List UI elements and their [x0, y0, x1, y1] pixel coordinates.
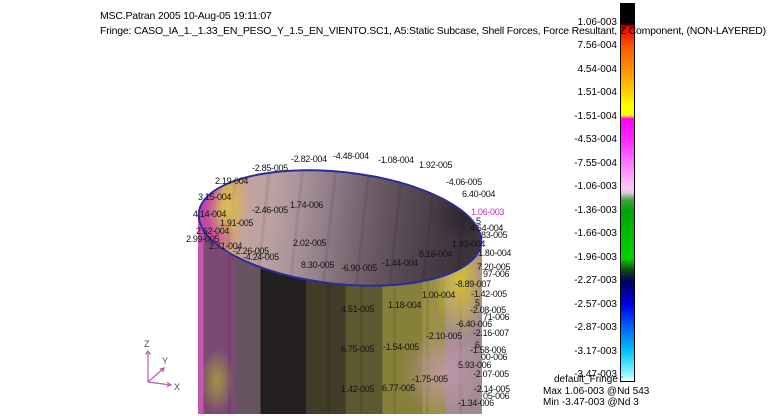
colorbar-label: -2.87-003 [574, 322, 617, 334]
node-value-label: -1.44-004 [382, 258, 418, 268]
colorbar-label: -3.47-003 [574, 369, 617, 381]
fringe-min-label: Min -3.47-003 @Nd 3 [543, 397, 639, 408]
node-value-label: -2.16-007 [473, 328, 509, 338]
node-value-label: -2.14-005 [474, 384, 510, 394]
node-value-label: -2.10-005 [426, 331, 462, 341]
node-value-label: 1.18-004 [388, 300, 422, 310]
node-value-label: 7.20-005 [477, 262, 511, 272]
node-value-label: 6.75-005 [341, 344, 375, 354]
colorbar-label: -4.53-004 [574, 134, 617, 146]
node-value-label: 2.02-005 [293, 238, 327, 248]
node-value-label: 8.16-004 [419, 249, 453, 259]
node-value-label: -4.48-004 [333, 151, 369, 161]
node-value-label: -1.34-006 [458, 398, 494, 408]
colorbar-gradient [620, 3, 635, 382]
z-axis-arrowhead [145, 349, 151, 355]
node-value-label: 4.51-005 [341, 304, 375, 314]
node-value-label: -2.26-005 [233, 246, 269, 256]
node-value-label: -1.58-006 [470, 345, 506, 355]
colorbar-label: 4.54-004 [577, 63, 617, 75]
colorbar-label: -7.55-004 [574, 157, 617, 169]
colorbar-label: 7.56-004 [577, 40, 617, 52]
node-value-label: 3.15-004 [198, 192, 232, 202]
node-value-label: 1.92-005 [419, 160, 453, 170]
node-value-label: 5 [476, 216, 481, 226]
node-value-label: 83-005 [481, 230, 508, 240]
node-value-label: 2.99-005 [186, 234, 220, 244]
colorbar-label: -2.27-003 [574, 275, 617, 287]
node-value-label: -1.75-005 [412, 374, 448, 384]
fringe-description: Fringe: CASO_IA_1._1.33_EN_PESO_Y_1.5_EN… [100, 25, 766, 37]
node-value-label: 2.62-004 [196, 226, 230, 236]
node-value-label: 71-006 [483, 312, 510, 322]
node-value-label: 2.19-004 [215, 176, 249, 186]
node-value-label: 1.74-006 [290, 200, 324, 210]
node-value-label: 00-006 [481, 352, 508, 362]
node-value-label: -2.08-005 [470, 305, 506, 315]
node-value-label: 1.42-005 [341, 384, 375, 394]
node-value-label: -8.89-007 [455, 279, 491, 289]
colorbar-label: 1.51-004 [577, 87, 617, 99]
node-value-label: 5 [475, 298, 480, 308]
colorbar-label: -1.06-003 [574, 181, 617, 193]
node-value-label: 4.54-004 [470, 223, 504, 233]
node-value-label: 1.92-004 [452, 239, 486, 249]
node-value-label: 5.93-006 [458, 360, 492, 370]
node-value-label: 05-006 [483, 391, 510, 401]
node-value-label: 2.71-004 [209, 241, 243, 251]
node-value-label: 97-006 [483, 269, 510, 279]
y-axis-arrowhead [159, 367, 165, 373]
node-value-label: 4.14-004 [193, 209, 227, 219]
colorbar-label: -1.96-003 [574, 251, 617, 263]
x-axis [147, 381, 172, 386]
node-value-label: -6.40-006 [456, 319, 492, 329]
x-axis-label: X [174, 382, 180, 392]
node-value-label: 1.80-004 [478, 248, 512, 258]
node-value-label: 1.91-005 [220, 218, 254, 228]
y-axis-label: Y [162, 356, 168, 366]
colorbar-label: -2.57-003 [574, 298, 617, 310]
fringe-highlight-pink [400, 328, 483, 414]
node-value-label: -1.54-005 [383, 342, 419, 352]
node-value-label: -2.82-004 [291, 154, 327, 164]
fringe-max-label: Max 1.06-003 @Nd 543 [543, 386, 650, 397]
fringe-name-label: default_Fringe : [554, 374, 624, 385]
colorbar-label: -3.17-003 [574, 345, 617, 357]
node-value-label: 6 [475, 340, 480, 350]
colorbar-label: -1.66-003 [574, 228, 617, 240]
node-value-label: -1.08-004 [378, 155, 414, 165]
node-value-label: -2.85-005 [252, 163, 288, 173]
node-value-label: -4.24-005 [243, 252, 279, 262]
node-value-label: -4.06-005 [446, 177, 482, 187]
colorbar-label: -1.51-004 [574, 110, 617, 122]
fringe-highlight-olive [200, 348, 234, 414]
x-axis-arrowhead [166, 381, 173, 388]
colorbar-label: -1.36-003 [574, 204, 617, 216]
node-value-label: -6.90-005 [341, 263, 377, 273]
node-value-label: -2.07-005 [473, 369, 509, 379]
node-value-label: 8.30-005 [301, 260, 335, 270]
node-value-label: 6.77-005 [382, 383, 416, 393]
colorbar-label: 1.06-003 [577, 17, 617, 28]
y-axis [147, 367, 165, 383]
node-value-label: 6.40-004 [462, 189, 496, 199]
title-datestamp: MSC.Patran 2005 10-Aug-05 19:11:07 [100, 10, 272, 22]
node-value-label: -2.46-005 [252, 205, 288, 215]
axes-triad: Z Y X [144, 339, 180, 392]
z-axis-label: Z [144, 339, 150, 349]
colorbar-labels: 1.06-003 7.56-004 4.54-004 1.51-004 -1.51-00… [520, 0, 617, 390]
max-value-label: 1.06-003 [471, 207, 505, 217]
node-value-label: -1.42-005 [471, 289, 507, 299]
node-value-label: 1.00-004 [422, 290, 456, 300]
